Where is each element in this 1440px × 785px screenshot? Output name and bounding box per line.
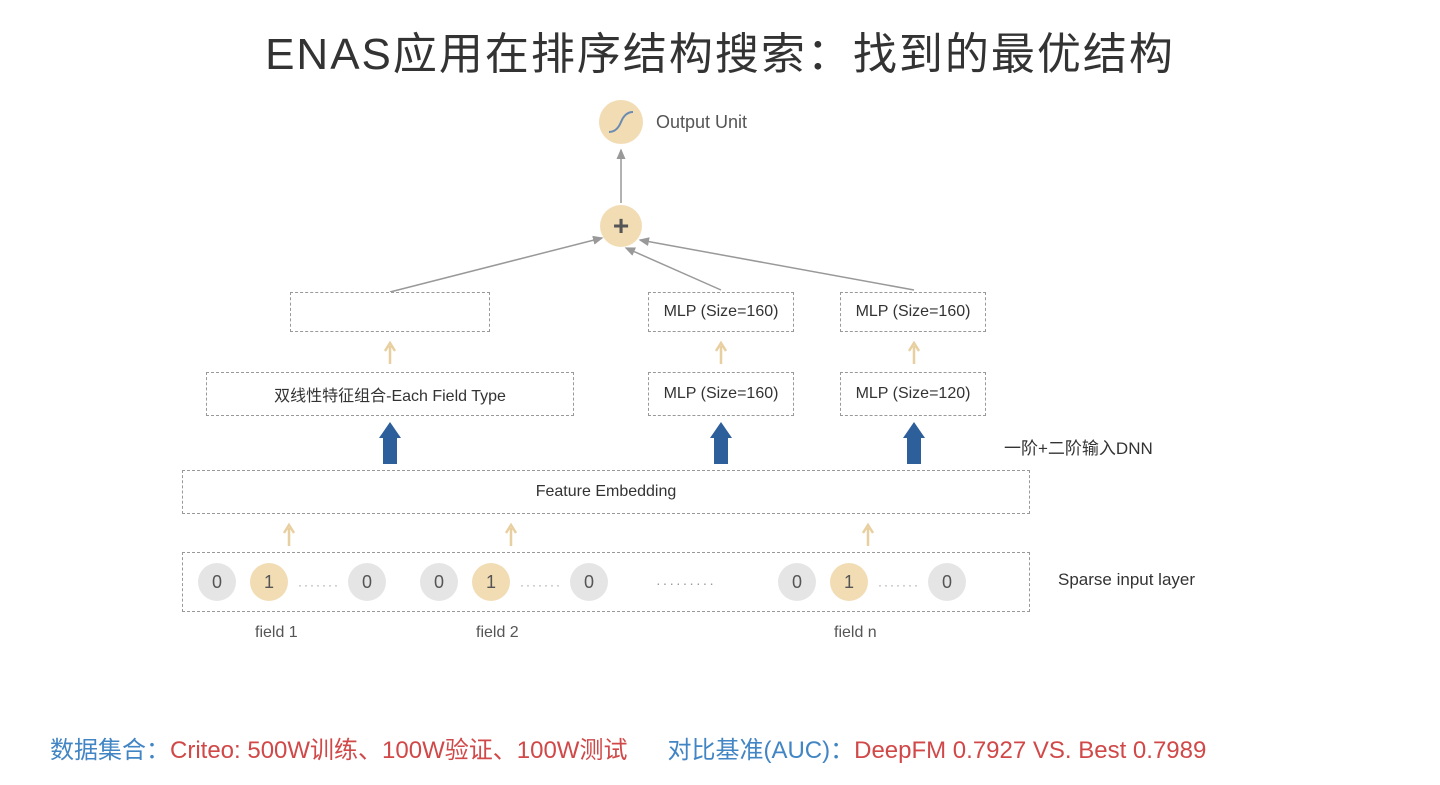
tan-arrow-icon xyxy=(715,338,727,364)
feature-embedding-box: Feature Embedding xyxy=(182,470,1030,514)
architecture-diagram: Output Unit + MLP (Size=160) MLP (Size=1… xyxy=(170,100,1270,700)
dataset-value: Criteo: 500W训练、100W验证、100W测试 xyxy=(170,737,627,764)
field-label-2: field 2 xyxy=(476,624,519,642)
slide-title: ENAS应用在排序结构搜索：找到的最优结构 xyxy=(0,18,1440,82)
ellipsis-icon: ········· xyxy=(656,575,716,591)
dataset-info: 数据集合：Criteo: 500W训练、100W验证、100W测试 xyxy=(50,730,627,765)
tan-arrow-icon xyxy=(908,338,920,364)
field-label-n: field n xyxy=(834,624,877,642)
input-bit: 1 xyxy=(250,563,288,601)
input-bit: 0 xyxy=(420,563,458,601)
mid-box-mlp-1: MLP (Size=160) xyxy=(648,372,794,416)
input-bit: 0 xyxy=(348,563,386,601)
input-bit: 0 xyxy=(928,563,966,601)
tan-arrow-icon xyxy=(505,520,517,546)
plus-icon: + xyxy=(613,210,629,242)
benchmark-label: 对比基准(AUC)： xyxy=(667,737,854,764)
sparse-input-label: Sparse input layer xyxy=(1058,570,1195,590)
ellipsis-icon: ······· xyxy=(520,578,562,592)
dnn-input-annotation: 一阶+二阶输入DNN xyxy=(1004,434,1153,459)
ellipsis-icon: ······· xyxy=(298,578,340,592)
input-bit: 0 xyxy=(198,563,236,601)
blue-arrow-icon xyxy=(379,422,401,464)
ellipsis-icon: ······· xyxy=(878,578,920,592)
input-bit: 0 xyxy=(570,563,608,601)
top-box-empty xyxy=(290,292,490,332)
tan-arrow-icon xyxy=(862,520,874,546)
footer-metrics: 数据集合：Criteo: 500W训练、100W验证、100W测试 对比基准(A… xyxy=(50,730,1390,765)
dataset-label: 数据集合： xyxy=(50,737,170,764)
input-bit: 1 xyxy=(472,563,510,601)
input-bit: 1 xyxy=(830,563,868,601)
top-box-mlp-2: MLP (Size=160) xyxy=(840,292,986,332)
input-bit: 0 xyxy=(778,563,816,601)
blue-arrow-icon xyxy=(710,422,732,464)
sum-node: + xyxy=(600,205,642,247)
tan-arrow-icon xyxy=(384,338,396,364)
mid-box-mlp-2: MLP (Size=120) xyxy=(840,372,986,416)
blue-arrow-icon xyxy=(903,422,925,464)
field-label-1: field 1 xyxy=(255,624,298,642)
top-box-mlp-1: MLP (Size=160) xyxy=(648,292,794,332)
benchmark-value: DeepFM 0.7927 VS. Best 0.7989 xyxy=(854,737,1206,764)
mid-box-bilinear: 双线性特征组合-Each Field Type xyxy=(206,372,574,416)
tan-arrow-icon xyxy=(283,520,295,546)
benchmark-info: 对比基准(AUC)：DeepFM 0.7927 VS. Best 0.7989 xyxy=(667,730,1206,765)
